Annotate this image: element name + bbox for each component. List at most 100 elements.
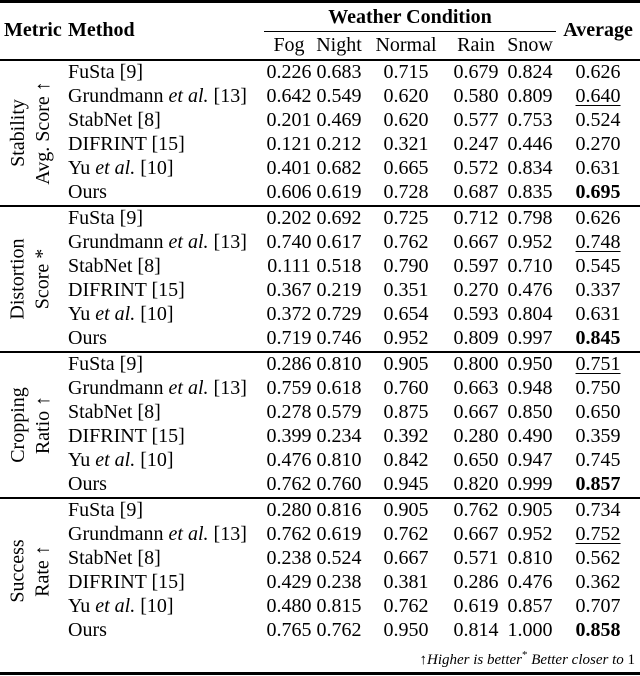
- value-cell: 0.219: [316, 279, 362, 301]
- method-cell: Grundmann et al. [13]: [62, 377, 264, 401]
- value-cell: 0.201: [266, 109, 312, 131]
- value-cell: 0.905: [383, 499, 429, 521]
- average-cell: 0.626: [575, 61, 621, 83]
- average-cell: 0.707: [575, 595, 621, 617]
- average-cell: 0.524: [575, 109, 621, 131]
- method-etal: et al.: [168, 231, 209, 253]
- value-cell: 0.606: [266, 181, 312, 203]
- method-cell: StabNet [8]: [62, 401, 264, 425]
- value-cell: 0.238: [266, 547, 312, 569]
- value-cell: 0.372: [266, 303, 312, 325]
- average-cell-bold: 0.858: [575, 619, 621, 641]
- average-cell: 0.750: [575, 377, 621, 399]
- method-text: Grundmann: [68, 523, 169, 545]
- table-header: Metric Method Weather Condition Average …: [0, 1, 640, 60]
- average-cell-bold: 0.695: [575, 181, 621, 203]
- metric-label-line1: Stability: [7, 98, 29, 167]
- value-cell: 0.446: [507, 133, 553, 155]
- value-cell: 0.679: [453, 61, 499, 83]
- value-cell: 0.765: [266, 619, 312, 641]
- weather-condition-header: Weather Condition: [264, 1, 557, 32]
- method-text: Ours: [68, 473, 107, 495]
- method-text: DIFRINT [15]: [68, 571, 185, 593]
- value-cell: 0.572: [453, 157, 499, 179]
- table-row: DIFRINT [15] 0.121 0.212 0.321 0.247 0.4…: [0, 133, 640, 157]
- value-cell: 0.571: [453, 547, 499, 569]
- value-cell: 0.667: [453, 231, 499, 253]
- value-cell: 0.619: [316, 523, 362, 545]
- value-cell: 0.619: [453, 595, 499, 617]
- table-row: Grundmann et al. [13] 0.740 0.617 0.762 …: [0, 231, 640, 255]
- value-cell: 0.875: [383, 401, 429, 423]
- value-cell: 0.760: [316, 473, 362, 495]
- table-row: Yu et al. [10] 0.401 0.682 0.665 0.572 0…: [0, 157, 640, 181]
- value-cell: 0.238: [316, 571, 362, 593]
- value-cell: 0.762: [266, 473, 312, 495]
- average-cell: 0.337: [575, 279, 621, 301]
- value-cell: 0.842: [383, 449, 429, 471]
- metric-label-line1: Success: [7, 538, 30, 603]
- average-cell: 0.545: [575, 255, 621, 277]
- value-cell: 0.834: [507, 157, 553, 179]
- value-cell: 0.469: [316, 109, 362, 131]
- value-cell: 0.234: [316, 425, 362, 447]
- value-cell: 0.476: [266, 449, 312, 471]
- value-cell: 0.351: [383, 279, 429, 301]
- value-cell: 0.286: [266, 353, 312, 375]
- value-cell: 0.905: [507, 499, 553, 521]
- method-etal: et al.: [168, 85, 209, 107]
- method-text: DIFRINT [15]: [68, 133, 185, 155]
- method-ref: [13]: [208, 85, 247, 107]
- value-cell: 0.824: [507, 61, 553, 83]
- average-cell-underlined: 0.751: [575, 353, 621, 375]
- method-text: Yu: [68, 449, 96, 471]
- value-cell: 0.642: [266, 85, 312, 107]
- method-text: Ours: [68, 619, 107, 641]
- metric-label-distortion: Distortion Score *: [0, 206, 62, 352]
- footnote-one: 1: [627, 651, 636, 668]
- value-cell: 0.247: [453, 133, 499, 155]
- value-cell: 0.719: [266, 327, 312, 349]
- table-row: Ours 0.719 0.746 0.952 0.809 0.997 0.845: [0, 327, 640, 352]
- value-cell: 0.683: [316, 61, 362, 83]
- metric-group-success: Success Rate ↑ FuSta [9] 0.280 0.816 0.9…: [0, 497, 640, 643]
- value-cell: 0.619: [316, 181, 362, 203]
- method-text: DIFRINT [15]: [68, 425, 185, 447]
- value-cell: 0.999: [507, 473, 553, 495]
- metric-group-cropping: Cropping Ratio ↑ FuSta [9] 0.286 0.810 0…: [0, 351, 640, 498]
- average-cell: 0.734: [575, 499, 621, 521]
- method-cell: StabNet [8]: [62, 547, 264, 571]
- method-cell: Ours: [62, 619, 264, 643]
- value-cell: 0.947: [507, 449, 553, 471]
- method-text: Grundmann: [68, 231, 169, 253]
- value-cell: 0.746: [316, 327, 362, 349]
- value-cell: 0.712: [453, 207, 499, 229]
- method-cell: Yu et al. [10]: [62, 157, 264, 181]
- column-header-snow: Snow: [507, 33, 553, 56]
- value-cell: 0.429: [266, 571, 312, 593]
- method-ref: [10]: [135, 449, 174, 471]
- value-cell: 0.762: [383, 595, 429, 617]
- value-cell: 0.857: [507, 595, 553, 617]
- value-cell: 0.667: [383, 547, 429, 569]
- value-cell: 0.945: [383, 473, 429, 495]
- value-cell: 0.654: [383, 303, 429, 325]
- table-row: Yu et al. [10] 0.476 0.810 0.842 0.650 0…: [0, 449, 640, 473]
- value-cell: 0.665: [383, 157, 429, 179]
- value-cell: 0.650: [453, 449, 499, 471]
- method-cell: Yu et al. [10]: [62, 595, 264, 619]
- value-cell: 0.810: [316, 353, 362, 375]
- value-cell: 0.997: [507, 327, 553, 349]
- value-cell: 0.617: [316, 231, 362, 253]
- value-cell: 0.518: [316, 255, 362, 277]
- value-cell: 0.667: [453, 523, 499, 545]
- method-text: StabNet [8]: [68, 109, 161, 131]
- method-cell: DIFRINT [15]: [62, 425, 264, 449]
- average-cell: 0.270: [575, 133, 621, 155]
- method-cell: FuSta [9]: [62, 206, 264, 231]
- metric-label-success: Success Rate ↑: [0, 498, 62, 643]
- method-etal: et al.: [95, 303, 136, 325]
- method-cell: DIFRINT [15]: [62, 571, 264, 595]
- value-cell: 0.952: [507, 231, 553, 253]
- metric-label-line2: Avg. Score ↑: [32, 80, 54, 185]
